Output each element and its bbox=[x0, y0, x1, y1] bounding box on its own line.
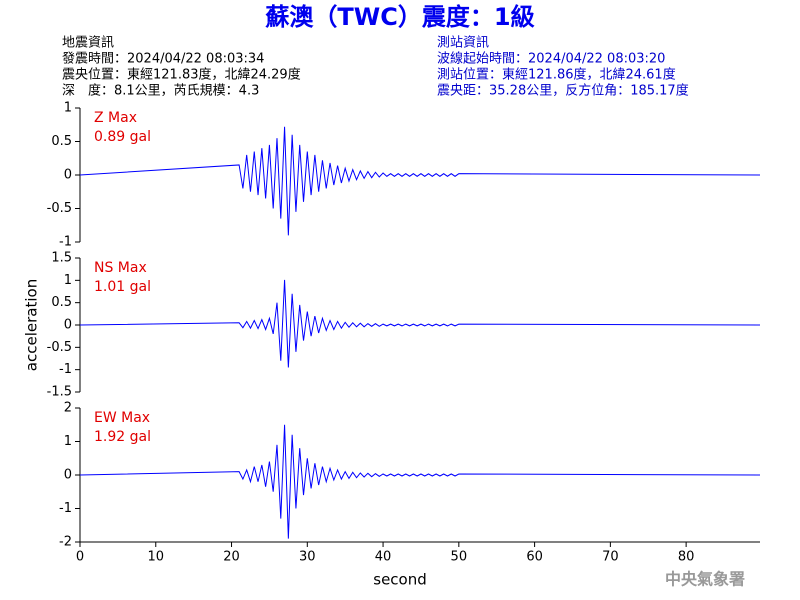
annotation: 1.92 gal bbox=[94, 429, 151, 445]
annotation: 1.01 gal bbox=[94, 279, 151, 295]
y-tick-label: 0.5 bbox=[51, 295, 72, 310]
annotation: Z Max bbox=[94, 110, 137, 126]
y-tick-label: 1.5 bbox=[51, 251, 72, 266]
annotation: EW Max bbox=[94, 410, 150, 426]
y-tick-label: -0.5 bbox=[47, 201, 72, 216]
waveform bbox=[79, 279, 761, 368]
info-left: 發震時間：2024/04/22 08:03:34 bbox=[62, 52, 264, 67]
waveform bbox=[79, 126, 761, 236]
y-tick-label: -1.5 bbox=[47, 385, 72, 400]
x-tick-label: 20 bbox=[223, 550, 240, 565]
info-right: 測站位置：東經121.86度，北緯24.61度 bbox=[437, 67, 676, 83]
y-tick-label: 1 bbox=[64, 434, 72, 449]
y-tick-label: 2 bbox=[64, 401, 72, 416]
x-tick-label: 60 bbox=[526, 550, 543, 565]
waveform bbox=[79, 424, 761, 539]
y-tick-label: 0.5 bbox=[51, 134, 72, 149]
y-axis-label: acceleration bbox=[23, 279, 41, 371]
chart-title: 蘇澳（TWC）震度：1級 bbox=[265, 3, 534, 31]
y-tick-label: 0 bbox=[64, 318, 72, 333]
x-tick-label: 30 bbox=[299, 550, 316, 565]
x-tick-label: 10 bbox=[147, 550, 164, 565]
y-tick-label: 0 bbox=[64, 468, 72, 483]
y-tick-label: 1 bbox=[64, 101, 72, 116]
x-axis-label: second bbox=[373, 571, 427, 589]
y-tick-label: -0.5 bbox=[47, 340, 72, 355]
info-right: 波線起始時間：2024/04/22 08:03:20 bbox=[437, 51, 665, 67]
x-tick-label: 0 bbox=[76, 550, 84, 565]
info-right: 震央距：35.28公里，反方位角：185.17度 bbox=[437, 83, 689, 99]
x-tick-label: 70 bbox=[602, 550, 619, 565]
y-tick-label: -1 bbox=[59, 235, 72, 250]
y-tick-label: -2 bbox=[59, 535, 72, 550]
watermark: 中央氣象署 bbox=[665, 570, 745, 589]
y-tick-label: -1 bbox=[59, 362, 72, 377]
x-tick-label: 50 bbox=[451, 550, 468, 565]
x-tick-label: 80 bbox=[678, 550, 695, 565]
info-left: 地震資訊 bbox=[62, 36, 114, 51]
info-left: 震央位置：東經121.83度，北緯24.29度 bbox=[62, 67, 301, 83]
info-left: 深 度：8.1公里，芮氏規模：4.3 bbox=[62, 83, 259, 99]
info-right: 測站資訊 bbox=[437, 36, 489, 51]
annotation: NS Max bbox=[94, 260, 147, 276]
y-tick-label: -1 bbox=[59, 501, 72, 516]
y-tick-label: 1 bbox=[64, 273, 72, 288]
annotation: 0.89 gal bbox=[94, 129, 151, 145]
x-tick-label: 40 bbox=[375, 550, 392, 565]
y-tick-label: 0 bbox=[64, 168, 72, 183]
